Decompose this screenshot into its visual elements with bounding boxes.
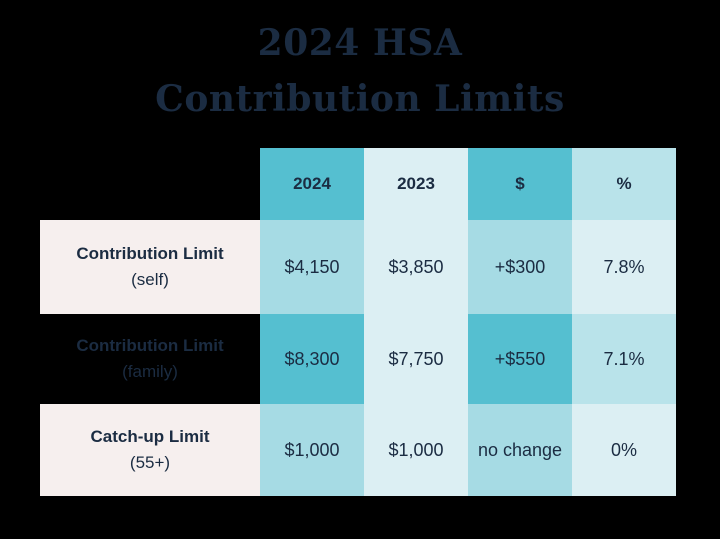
column-header-2023: 2023 [364, 148, 468, 220]
table-cell: 0% [572, 404, 676, 496]
table-cell: $3,850 [364, 220, 468, 314]
row-label-sub: (self) [131, 270, 169, 289]
table-cell: 7.1% [572, 314, 676, 404]
table-cell: $8,300 [260, 314, 364, 404]
row-label-sub: (family) [122, 362, 178, 381]
table-cell: +$550 [468, 314, 572, 404]
row-label-contribution-family: Contribution Limit (family) [40, 314, 260, 404]
table-cell: +$300 [468, 220, 572, 314]
limits-table: 2024 2023 $ % Contribution Limit (self) … [40, 148, 676, 496]
row-label-catch-up: Catch-up Limit (55+) [40, 404, 260, 496]
table-corner [40, 148, 260, 220]
column-header-percent: % [572, 148, 676, 220]
column-header-dollar: $ [468, 148, 572, 220]
table-cell: $1,000 [364, 404, 468, 496]
row-label-contribution-self: Contribution Limit (self) [40, 220, 260, 314]
row-label-main: Catch-up Limit [90, 427, 210, 446]
column-header-2024: 2024 [260, 148, 364, 220]
title-line-1: 2024 HSA [257, 22, 463, 64]
row-label-main: Contribution Limit [76, 244, 224, 263]
table-cell: no change [468, 404, 572, 496]
table-cell: $4,150 [260, 220, 364, 314]
title-line-2: Contribution Limits [155, 78, 565, 120]
table-cell: $1,000 [260, 404, 364, 496]
table-cell: 7.8% [572, 220, 676, 314]
row-label-main: Contribution Limit [76, 336, 224, 355]
row-label-sub: (55+) [129, 453, 171, 472]
table-cell: $7,750 [364, 314, 468, 404]
